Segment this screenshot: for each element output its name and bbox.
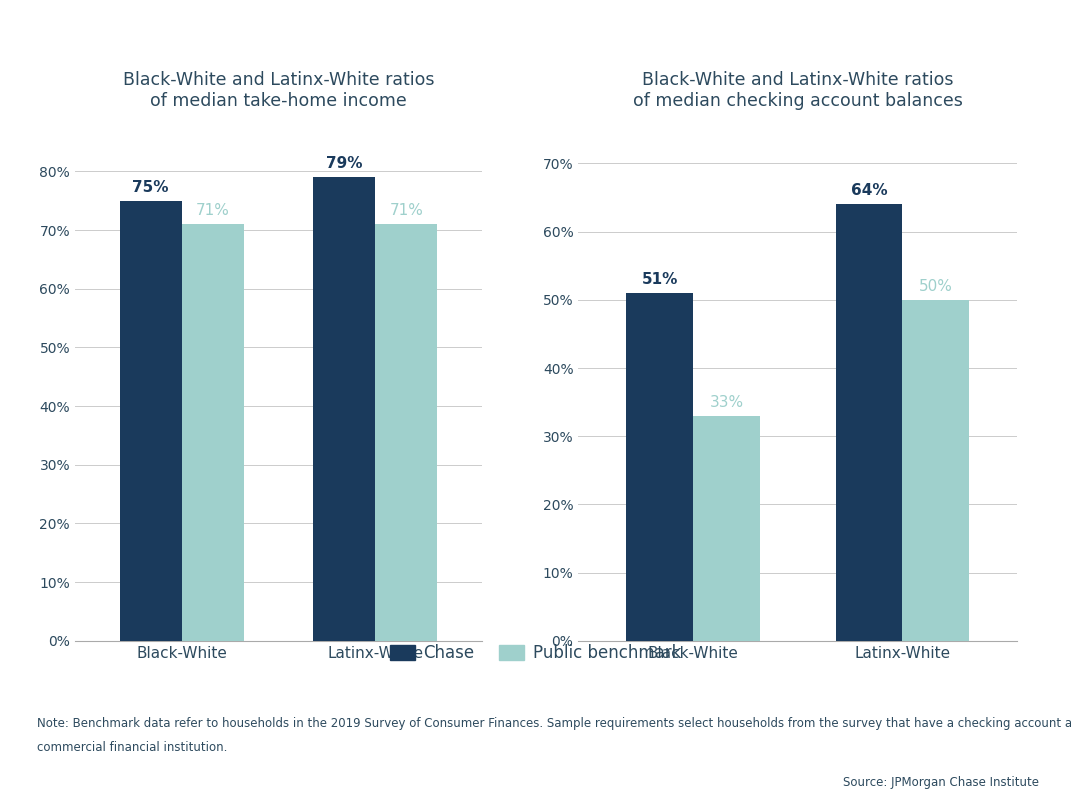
Bar [627,293,693,641]
Text: commercial financial institution.: commercial financial institution. [37,741,228,754]
Bar [835,204,903,641]
Text: Source: JPMorgan Chase Institute: Source: JPMorgan Chase Institute [843,776,1039,789]
Text: Note: Benchmark data refer to households in the 2019 Survey of Consumer Finances: Note: Benchmark data refer to households… [37,717,1071,730]
Text: 64%: 64% [850,183,887,199]
Text: 71%: 71% [196,203,229,218]
Text: 33%: 33% [710,395,744,409]
Text: 75%: 75% [133,179,169,195]
Bar [182,224,243,641]
Legend: Chase, Public benchmark: Chase, Public benchmark [383,637,688,669]
Text: 79%: 79% [326,156,363,171]
Text: 51%: 51% [642,272,678,287]
Bar [903,300,969,641]
Text: 50%: 50% [919,279,953,294]
Bar [314,177,375,641]
Text: 71%: 71% [390,203,423,218]
Title: Black-White and Latinx-White ratios
of median checking account balances: Black-White and Latinx-White ratios of m… [633,70,963,110]
Title: Black-White and Latinx-White ratios
of median take-home income: Black-White and Latinx-White ratios of m… [123,70,434,110]
Bar [120,201,182,641]
Bar [693,416,760,641]
Bar [375,224,437,641]
